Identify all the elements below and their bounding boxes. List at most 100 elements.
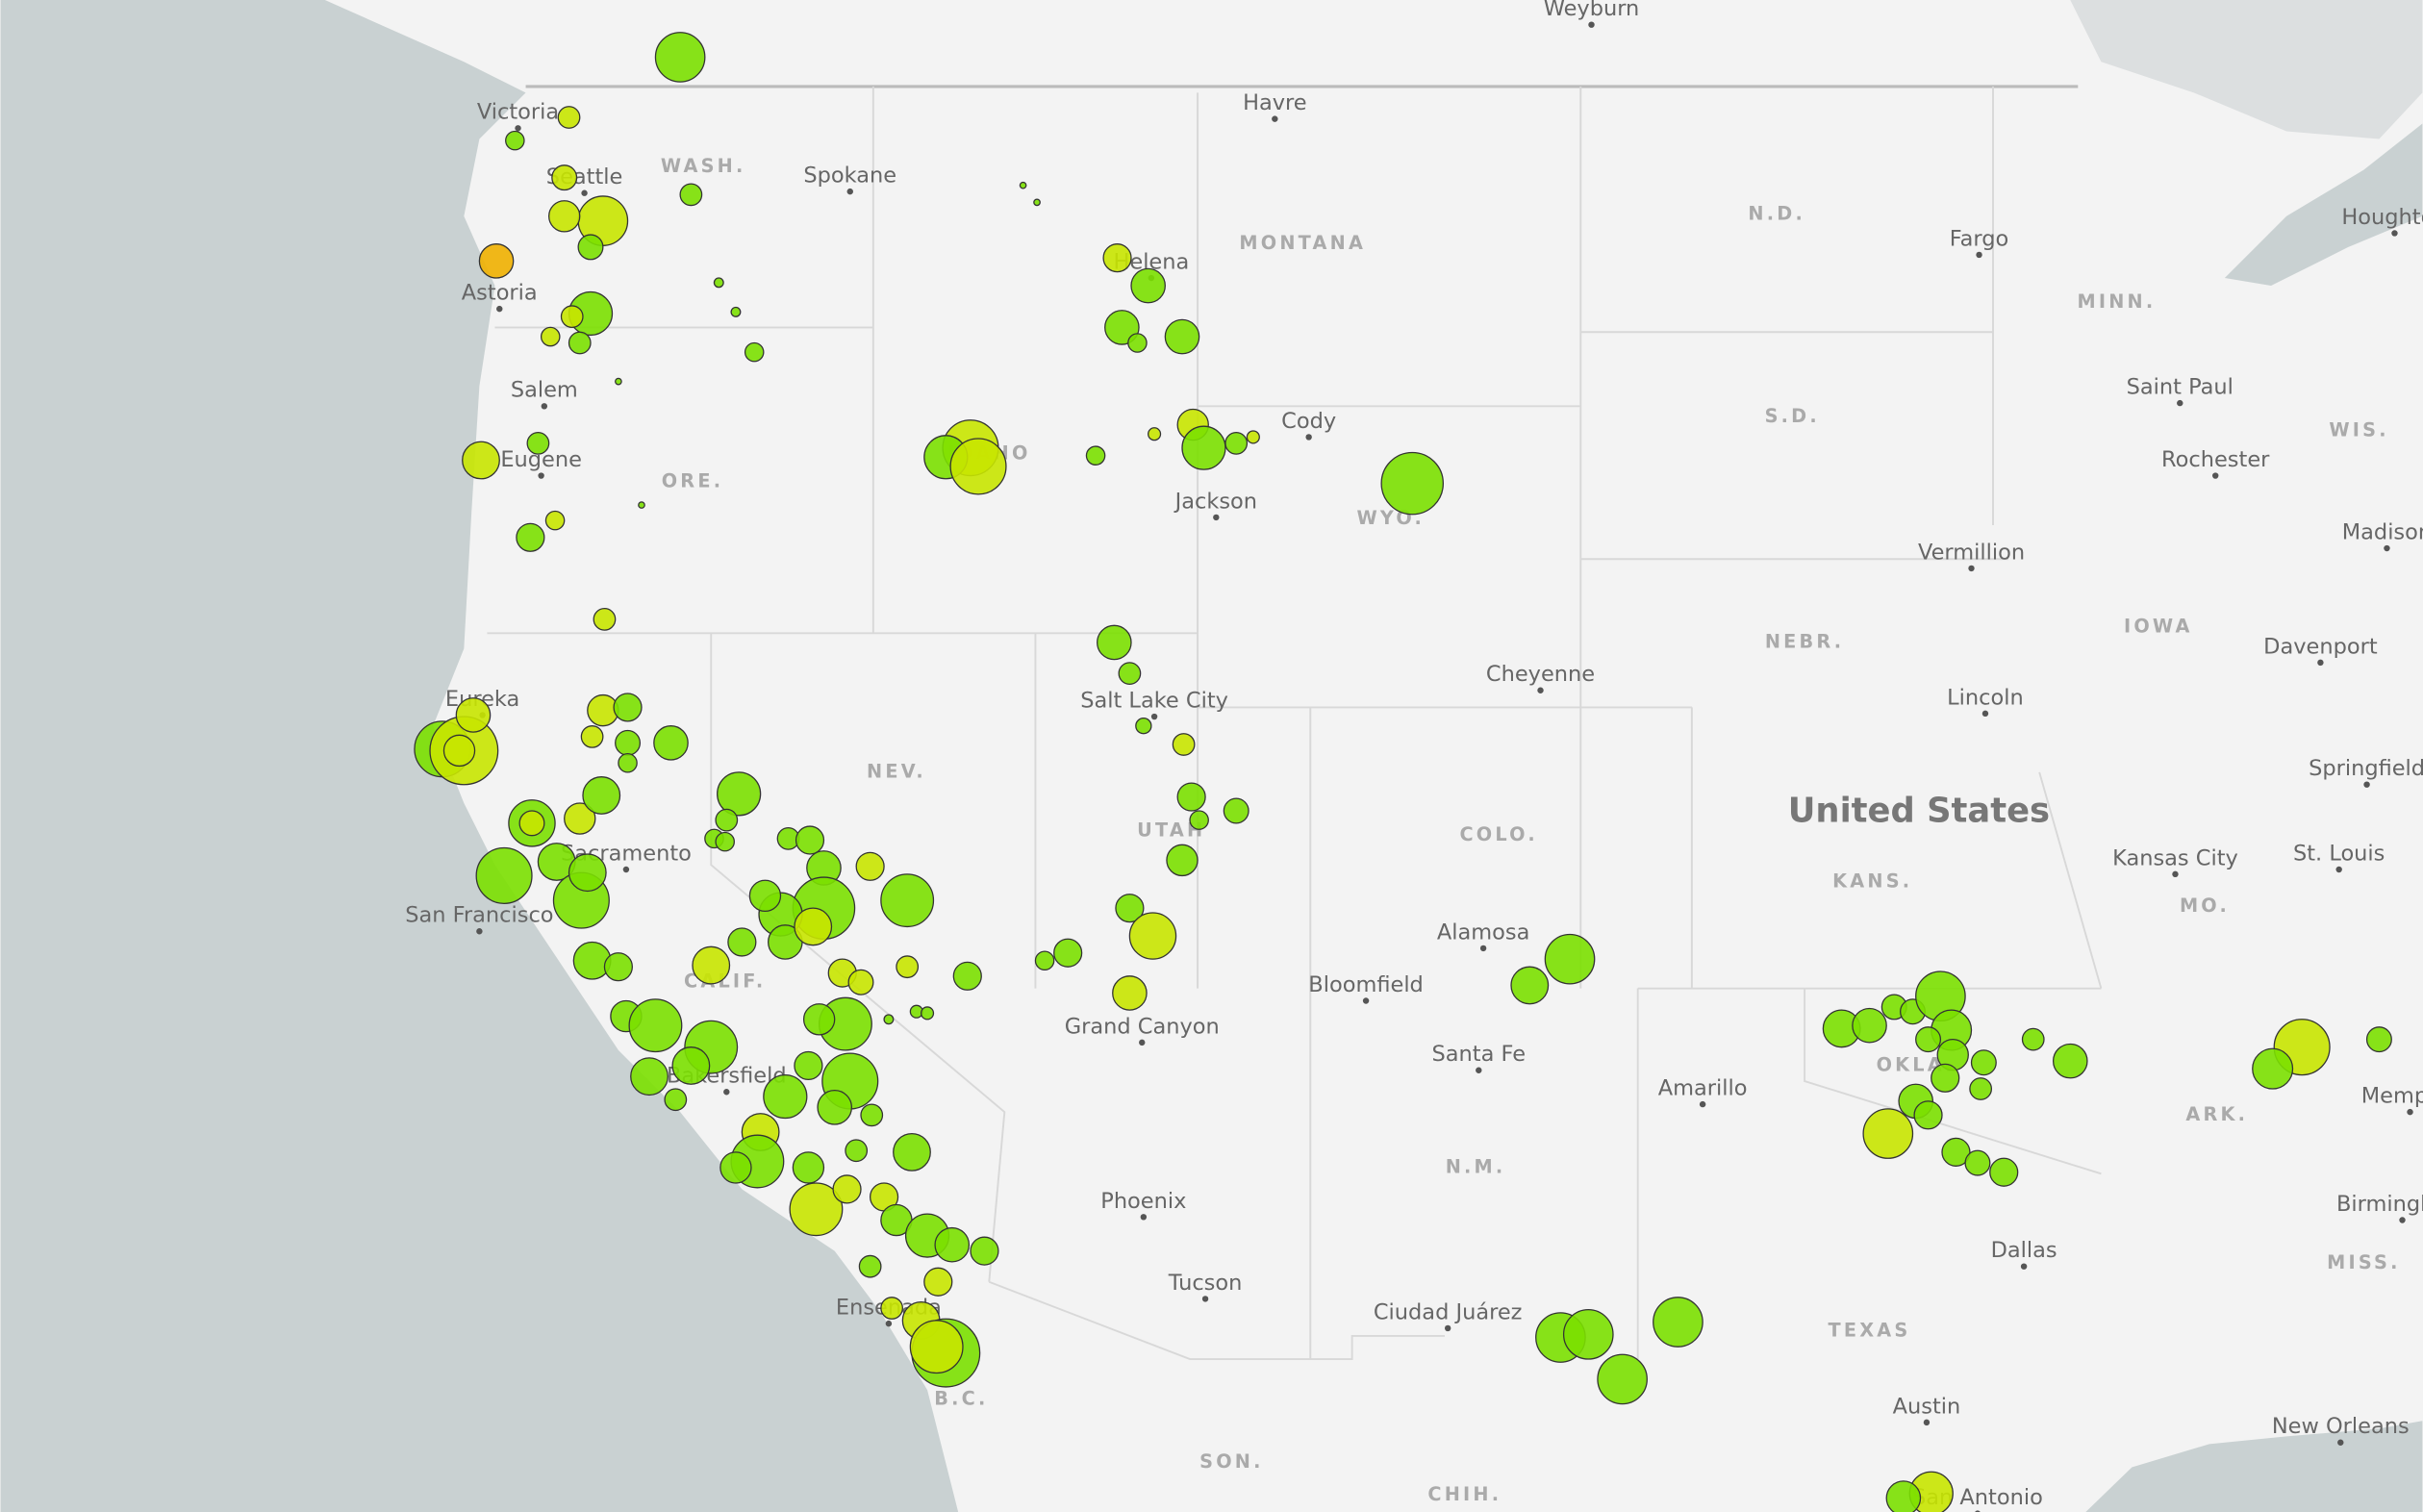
lake xyxy=(2070,0,2423,139)
city-label: Cody xyxy=(1281,409,1336,434)
quake-marker xyxy=(654,32,706,83)
city-dot xyxy=(1150,713,1158,720)
region-label: WASH. xyxy=(661,155,746,177)
quake-marker xyxy=(860,1103,884,1127)
region-label: MONTANA xyxy=(1239,232,1366,254)
quake-marker xyxy=(475,846,533,904)
city-label: Weyburn xyxy=(1544,0,1640,21)
quake-marker xyxy=(1653,1297,1704,1348)
quake-marker xyxy=(1189,810,1209,830)
quake-marker xyxy=(896,955,920,979)
quake-marker xyxy=(717,771,762,817)
city-dot xyxy=(1923,1419,1931,1426)
quake-marker xyxy=(909,1320,964,1374)
region-label: KANS. xyxy=(1832,869,1912,892)
city-label: Grand Canyon xyxy=(1065,1014,1220,1039)
city-dot xyxy=(622,866,630,873)
quake-marker xyxy=(949,438,1007,495)
quake-marker xyxy=(719,1151,752,1184)
region-label: NEBR. xyxy=(1765,630,1844,652)
quake-marker xyxy=(744,341,765,363)
quake-marker xyxy=(880,1297,903,1320)
city-dot xyxy=(1213,514,1220,521)
region-label: MO. xyxy=(2180,895,2230,917)
city-dot xyxy=(2363,781,2370,788)
region-label: IOWA xyxy=(2124,615,2193,637)
quake-marker xyxy=(1181,425,1226,470)
quake-marker xyxy=(934,1226,971,1263)
quake-marker xyxy=(1019,181,1027,189)
quake-marker xyxy=(478,243,515,279)
city-dot xyxy=(538,472,544,479)
quake-marker xyxy=(557,106,581,129)
quake-marker xyxy=(1102,243,1132,273)
city-dot xyxy=(2177,399,2183,407)
quake-marker xyxy=(952,961,982,991)
quake-marker xyxy=(1053,938,1083,968)
city-dot xyxy=(1537,687,1544,693)
city-label: Salem xyxy=(511,378,578,403)
city-label: Jackson xyxy=(1174,489,1257,514)
quake-marker xyxy=(664,1088,688,1112)
city-dot xyxy=(1140,1214,1148,1221)
city-label: Davenport xyxy=(2263,634,2378,659)
city-dot xyxy=(2399,1217,2406,1223)
region-label: ORE. xyxy=(662,469,724,491)
quake-marker xyxy=(1915,1026,1942,1053)
quake-marker xyxy=(880,873,935,928)
city-dot xyxy=(476,928,483,935)
city-label: Memphis xyxy=(2361,1084,2423,1109)
city-dot xyxy=(2212,472,2219,479)
city-dot xyxy=(2337,1439,2344,1446)
city-label: Saint Paul xyxy=(2127,375,2234,400)
city-label: Birmingham xyxy=(2336,1192,2423,1217)
quake-marker xyxy=(455,697,492,733)
city-dot xyxy=(2384,544,2390,552)
city-label: Havre xyxy=(1243,90,1307,115)
region-label: WIS. xyxy=(2329,418,2388,441)
quake-marker xyxy=(505,130,525,151)
quake-marker xyxy=(671,1046,711,1085)
quake-marker xyxy=(1224,431,1249,455)
quake-marker xyxy=(582,776,621,815)
quake-marker xyxy=(572,941,612,980)
quake-marker xyxy=(1885,1480,1922,1512)
quake-marker xyxy=(920,1006,935,1021)
quake-marker xyxy=(858,1254,882,1278)
city-label: Lincoln xyxy=(1947,685,2024,710)
region-label: ARK. xyxy=(2185,1103,2248,1125)
city-label: Dallas xyxy=(1991,1238,2057,1263)
quake-marker xyxy=(794,1050,823,1081)
quake-marker xyxy=(603,952,633,982)
city-dot xyxy=(1444,1324,1451,1332)
quake-marker xyxy=(715,831,735,852)
quake-marker xyxy=(1597,1353,1648,1405)
region-label: COLO. xyxy=(1459,823,1537,845)
quake-marker xyxy=(1135,718,1152,735)
quake-marker xyxy=(593,608,617,631)
city-label: Spokane xyxy=(803,164,896,189)
quake-marker xyxy=(526,431,550,455)
quake-marker xyxy=(615,729,642,756)
city-label: Houghton xyxy=(2341,205,2423,230)
city-label: Bloomfield xyxy=(1308,972,1424,997)
city-label: Victoria xyxy=(477,100,559,125)
quake-marker xyxy=(883,1014,895,1025)
city-label: Cheyenne xyxy=(1486,662,1595,687)
quake-marker xyxy=(1127,333,1148,353)
quake-marker xyxy=(1176,782,1206,812)
city-dot xyxy=(515,125,521,132)
quake-marker xyxy=(2252,1047,2294,1090)
city-dot xyxy=(1476,1067,1482,1073)
region-label: NEV. xyxy=(867,760,926,782)
city-dot xyxy=(1976,251,1982,259)
region-label: N.D. xyxy=(1748,203,1805,225)
city-dot xyxy=(1479,945,1487,952)
city-label: Amarillo xyxy=(1658,1076,1748,1101)
quake-marker xyxy=(1097,624,1132,661)
lake xyxy=(2224,123,2423,287)
region-label: MISS. xyxy=(2327,1251,2401,1273)
quake-marker xyxy=(794,907,833,946)
quake-marker xyxy=(748,879,782,913)
city-dot xyxy=(1968,565,1975,572)
